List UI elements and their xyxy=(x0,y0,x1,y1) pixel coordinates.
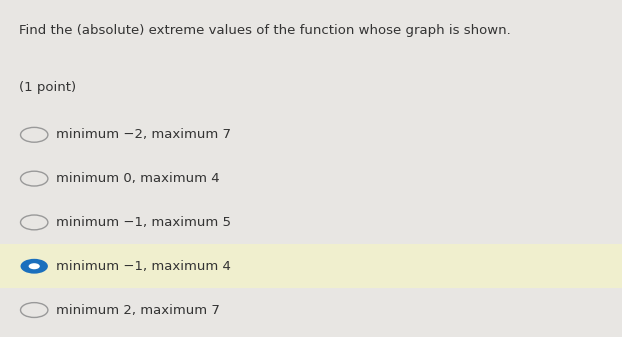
Circle shape xyxy=(21,259,48,274)
FancyBboxPatch shape xyxy=(0,244,622,288)
Text: Find the (absolute) extreme values of the function whose graph is shown.: Find the (absolute) extreme values of th… xyxy=(19,24,511,37)
Circle shape xyxy=(21,303,48,317)
Circle shape xyxy=(29,263,40,269)
Text: (1 point): (1 point) xyxy=(19,81,76,94)
Text: minimum −1, maximum 4: minimum −1, maximum 4 xyxy=(56,260,231,273)
Circle shape xyxy=(21,171,48,186)
Text: minimum −2, maximum 7: minimum −2, maximum 7 xyxy=(56,128,231,141)
Circle shape xyxy=(21,215,48,230)
Circle shape xyxy=(21,127,48,142)
Text: minimum 0, maximum 4: minimum 0, maximum 4 xyxy=(56,172,220,185)
Text: minimum −1, maximum 5: minimum −1, maximum 5 xyxy=(56,216,231,229)
Text: minimum 2, maximum 7: minimum 2, maximum 7 xyxy=(56,304,220,316)
